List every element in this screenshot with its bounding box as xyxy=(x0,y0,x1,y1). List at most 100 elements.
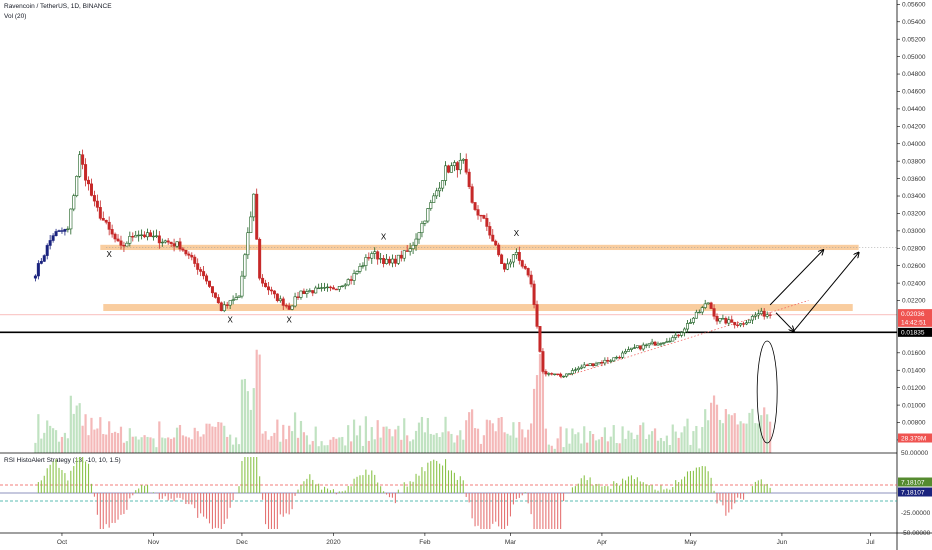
volume-bar xyxy=(270,436,273,453)
time-tick-label: 2020 xyxy=(326,539,341,546)
candle-body xyxy=(446,165,450,173)
candle-body xyxy=(600,362,604,364)
volume-bar xyxy=(462,439,465,453)
support-price-badge-bg xyxy=(898,327,932,337)
volume-bar xyxy=(642,422,645,453)
candle-body xyxy=(184,249,188,255)
volume-legend[interactable]: Vol (20) xyxy=(4,13,27,20)
volume-bar xyxy=(146,436,149,453)
time-tick-label: Mar xyxy=(505,539,517,546)
volume-bar xyxy=(556,438,559,453)
candle-body xyxy=(635,345,639,348)
candle-body xyxy=(328,286,332,289)
candle-body xyxy=(420,223,424,234)
candle-body xyxy=(414,238,418,246)
volume-bar xyxy=(544,428,547,453)
candle-body xyxy=(753,314,757,317)
candle-body xyxy=(51,235,55,241)
indicator-badge-lower-bg xyxy=(898,487,932,497)
candle-body xyxy=(482,215,486,219)
price-tick-label: 0.04800 xyxy=(902,71,926,78)
volume-bar xyxy=(535,375,539,453)
volume-bar xyxy=(603,427,606,453)
candle-body xyxy=(264,282,268,288)
volume-bar xyxy=(170,438,173,453)
candle-body xyxy=(246,232,250,256)
candle-body xyxy=(205,275,209,282)
volume-bar xyxy=(503,432,506,453)
candle-body xyxy=(491,234,495,242)
volume-bar xyxy=(69,395,72,453)
time-tick-label: May xyxy=(684,539,697,546)
candle-body xyxy=(75,175,79,197)
price-tick-label: 0.04600 xyxy=(902,89,926,96)
candle-body xyxy=(320,287,324,289)
candle-body xyxy=(641,344,645,350)
candle-body xyxy=(547,373,551,375)
volume-bar xyxy=(733,413,736,453)
candle-body xyxy=(597,362,601,365)
candle-body xyxy=(98,207,102,219)
candle-body xyxy=(207,280,211,287)
volume-bar xyxy=(718,419,722,453)
symbol-title[interactable]: Ravencoin / TetherUS, 1D, BINANCE xyxy=(4,3,112,10)
volume-bar xyxy=(326,445,329,453)
candle-body xyxy=(373,251,377,254)
resistance-zone xyxy=(100,244,859,251)
candle-body xyxy=(680,332,684,336)
price-tick-label: 0.02200 xyxy=(902,298,926,305)
volume-bar xyxy=(521,429,524,453)
volume-bar xyxy=(234,437,238,453)
candle-body xyxy=(399,254,403,259)
candle-body xyxy=(193,256,197,264)
candle-body xyxy=(302,290,306,295)
volume-bar xyxy=(232,444,235,453)
candle-body xyxy=(326,286,330,289)
volume-bar xyxy=(650,431,654,453)
support-price-badge: 0.01835 xyxy=(901,330,925,337)
candle-body xyxy=(314,287,318,294)
candle-body xyxy=(441,180,445,189)
candle-body xyxy=(199,269,203,272)
volume-bar xyxy=(93,429,96,453)
volume-bar xyxy=(99,417,102,453)
candle-body xyxy=(653,341,657,346)
price-tick-label: 0.01200 xyxy=(902,385,926,392)
candle-body xyxy=(709,302,713,309)
volume-bar xyxy=(122,442,126,453)
candle-body xyxy=(603,359,607,364)
candle-body xyxy=(668,340,672,343)
last-price-badge-bg xyxy=(898,309,932,319)
volume-bar xyxy=(355,435,359,453)
candle-body xyxy=(113,233,117,240)
volume-bar xyxy=(391,436,394,453)
indicator-legend[interactable]: RSI HistoAlert Strategy (13, -10, 10, 1.… xyxy=(4,457,121,464)
volume-bar xyxy=(409,441,412,453)
candle-body xyxy=(629,347,633,350)
volume-bar xyxy=(447,431,450,453)
candle-body xyxy=(458,159,462,171)
candle-body xyxy=(148,232,152,237)
candle-body xyxy=(405,250,409,252)
volume-bar xyxy=(710,402,713,453)
candle-body xyxy=(36,263,40,277)
volume-bar xyxy=(40,438,43,453)
volume-bar xyxy=(591,434,595,453)
volume-bar xyxy=(600,436,604,453)
price-tick-label: 0.00800 xyxy=(902,420,926,427)
volume-bar xyxy=(701,427,704,453)
volume-bar xyxy=(220,422,223,453)
volume-bar xyxy=(199,436,202,453)
pullback-arrow xyxy=(775,312,794,331)
volume-bar xyxy=(509,435,512,453)
candle-body xyxy=(476,209,480,216)
volume-bar xyxy=(217,421,220,453)
candlestick-series xyxy=(33,149,772,378)
candle-body xyxy=(750,316,754,321)
volume-bar xyxy=(54,430,58,453)
candle-body xyxy=(488,226,492,236)
candle-body xyxy=(449,165,453,173)
candle-body xyxy=(532,283,536,305)
